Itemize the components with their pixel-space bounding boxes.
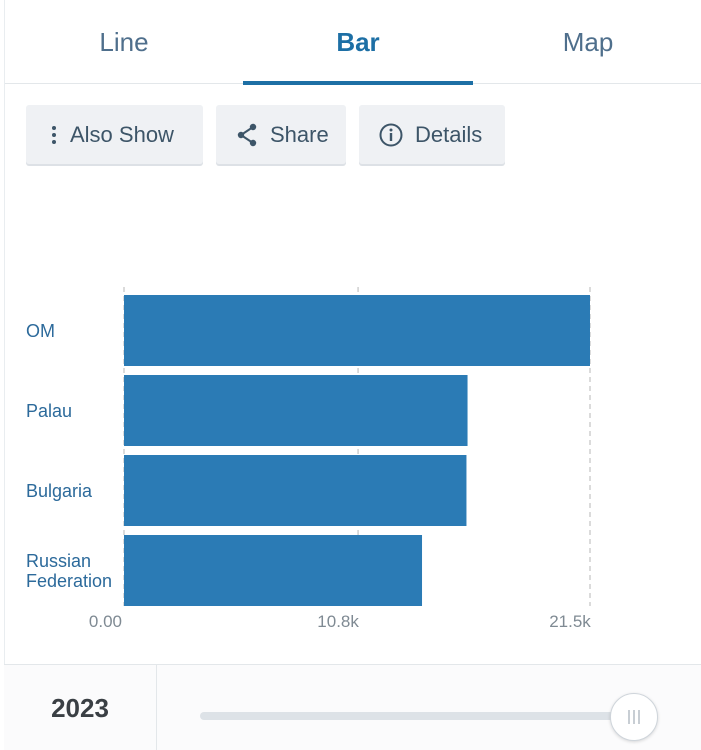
category-label-0: OM [26,321,55,341]
share-label: Share [270,121,329,147]
share-button[interactable]: Share [216,105,346,164]
grip-icon [628,710,640,724]
also-show-label: Also Show [70,121,174,147]
category-label-2: Bulgaria [26,481,92,501]
also-show-button[interactable]: Also Show [26,105,203,164]
view-tabs: Line Bar Map [5,0,701,85]
more-vertical-icon [50,125,58,145]
tab-map-label: Map [562,26,614,57]
category-label-line: OM [26,320,55,341]
info-icon [379,123,403,147]
category-label-3: Russian Federation [26,551,112,591]
details-label: Details [415,121,483,147]
active-tab-indicator [243,81,473,85]
tab-bar[interactable]: Bar [243,0,473,85]
tab-bar-label: Bar [336,26,380,57]
share-icon [236,123,258,147]
category-label-line: Federation [26,570,113,591]
timeline-slider-handle[interactable] [610,693,658,741]
tab-map[interactable]: Map [505,0,671,84]
tab-line[interactable]: Line [41,0,207,84]
category-label-line: Russian [26,550,92,571]
details-button[interactable]: Details [359,105,505,164]
tab-line-label: Line [99,26,149,57]
category-label-1: Palau [26,401,72,421]
category-label-line: Bulgaria [26,480,93,501]
timeline-bar: 2023 [4,664,701,750]
category-label-line: Palau [26,400,73,421]
year-label: 2023 [4,665,157,750]
timeline-slider-track[interactable] [200,712,638,720]
